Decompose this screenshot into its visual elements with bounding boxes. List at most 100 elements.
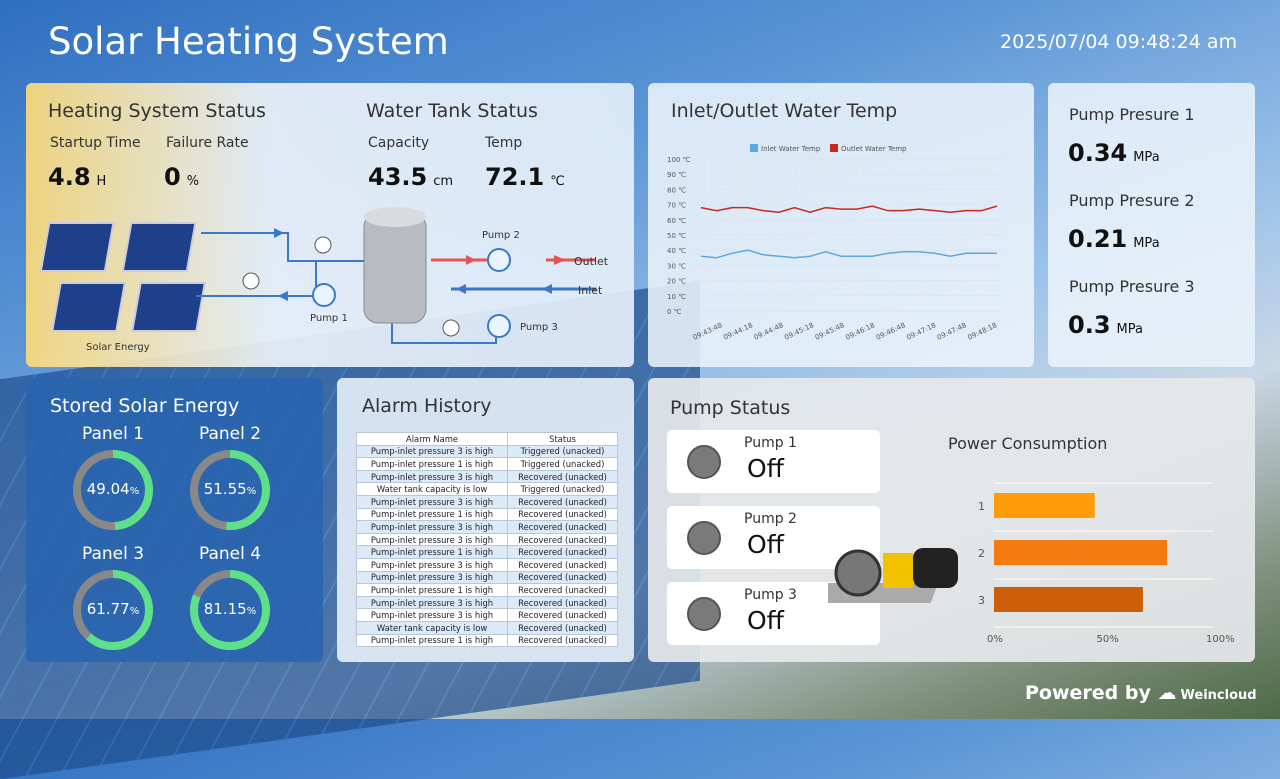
alarm-row[interactable]: Pump-inlet pressure 3 is high Recovered (… [355,595,618,610]
stored-energy-card: Stored Solar Energy Panel 1 49.04% Panel … [26,378,323,662]
svg-text:Pump 3: Pump 3 [520,322,558,333]
panel-value: 49.04% [86,480,140,498]
gauge-icon [242,236,460,337]
x-tick-label: 09:46:48 [875,321,907,342]
panel-name: Panel 3 [81,544,145,564]
failure-value: 0% [164,163,200,191]
y-tick-label: 10 ℃ [667,293,686,301]
stored-title: Stored Solar Energy [50,395,240,417]
pump-status-title: Pump Status [670,397,791,419]
alarm-row[interactable]: Pump-inlet pressure 1 is high Recovered (… [355,583,618,597]
alarm-row[interactable]: Pump-inlet pressure 3 is high Recovered (… [355,608,618,622]
svg-text:Pump 2: Pump 2 [482,230,520,241]
x-tick-label: 100% [1206,634,1235,645]
alarm-card: Alarm History Alarm Name Status Pump-inlet… [337,378,634,662]
status-indicator-icon [687,521,721,555]
temp-value: 72.1 ℃ [485,163,565,191]
status-indicator-icon [687,445,721,479]
alarm-table: Alarm Name Status Pump-inlet pressure 3 is… [355,432,618,648]
x-tick-label: 09:45:18 [783,321,815,342]
alarm-row[interactable]: Pump-inlet pressure 3 is high Recovered (… [355,570,618,585]
pump-machine-icon [828,548,958,603]
x-tick-label: 09:45:48 [814,321,846,342]
alarm-title: Alarm History [362,395,492,417]
alarm-row[interactable]: Pump-inlet pressure 1 is high Recovered (… [355,633,618,648]
legend-swatch [750,144,758,152]
panel-value: 81.15% [203,600,257,618]
panel-value: 51.55% [203,480,257,498]
panel-donut [190,450,270,530]
power-bar-chart: 1 2 3 0% 50% 100% [978,482,1235,645]
water-tank-icon [363,207,427,324]
panel-name: Panel 2 [198,424,262,444]
alarm-row[interactable]: Pump-inlet pressure 3 is high Recovered (… [355,494,618,509]
failure-label: Failure Rate [166,135,249,151]
power-title: Power Consumption [948,434,1108,453]
alarm-row[interactable]: Pump-inlet pressure 1 is high Recovered (… [355,545,618,559]
y-tick-label: 60 ℃ [667,217,686,225]
x-tick-label: 09:48:18 [966,321,998,342]
tank-title: Water Tank Status [366,100,538,122]
x-tick-label: 50% [1097,634,1119,645]
pressure-card: Pump Presure 1 0.34 MPa Pump Presure 2 0.21 M… [1048,83,1255,367]
category-label: 3 [978,594,985,607]
legend-swatch [830,144,838,152]
x-tick-label: 09:43:48 [692,321,724,342]
legend-label: Outlet Water Temp [841,145,907,153]
panel-value: 61.77% [86,600,140,618]
alarm-row[interactable]: Pump-inlet pressure 3 is high Recovered (… [355,532,618,547]
col-alarm-name: Alarm Name [355,432,509,446]
y-tick-label: 70 ℃ [667,202,686,210]
panel-name: Panel 4 [198,544,262,564]
y-tick-label: 20 ℃ [667,278,686,286]
solar-panel-icon [39,222,206,332]
chart-title: Inlet/Outlet Water Temp [671,100,898,122]
alarm-row[interactable]: Pump-inlet pressure 3 is high Recovered (… [355,557,618,572]
svg-text:Outlet: Outlet [574,255,609,268]
alarm-row[interactable]: Pump-inlet pressure 3 is high Recovered (… [355,469,618,484]
datetime: 2025/07/04 09:48:24 am [1000,31,1238,53]
svg-text:Solar Energy: Solar Energy [86,342,150,353]
temp-line-chart: 0 ℃ 10 ℃ 20 ℃ 30 ℃ 40 ℃ 50 ℃ 60 ℃ 70 ℃ 80 ℃ 90 ℃ 1… [667,144,1003,342]
capacity-value: 43.5 cm [368,163,454,191]
alarm-row[interactable]: Pump-inlet pressure 3 is high Recovered (… [355,520,618,534]
svg-text:Pump 1: Pump 1 [310,313,348,324]
temp-chart-card: Inlet/Outlet Water Temp 0 ℃ 10 ℃ 20 ℃ 30 ℃ 4… [648,83,1034,367]
legend-label: Inlet Water Temp [761,145,821,153]
bar-3 [994,587,1143,612]
x-tick-label: 0% [987,634,1003,645]
pressure-value: 0.3 MPa [1068,311,1143,339]
y-tick-label: 90 ℃ [667,171,686,179]
capacity-label: Capacity [368,135,430,151]
x-tick-label: 09:44:18 [722,321,754,342]
startup-label: Startup Time [50,135,141,151]
panel-name: Panel 1 [81,424,145,444]
cloud-logo-icon: ☁ [1157,682,1177,704]
category-label: 2 [978,547,985,560]
pump-status-item: Pump 1 Off [667,430,880,493]
panel-donut [190,570,270,650]
alarm-row[interactable]: Water tank capacity is low Triggered (una… [355,482,618,496]
x-tick-label: 09:47:48 [936,321,968,342]
alarm-row[interactable]: Pump-inlet pressure 1 is high Recovered (… [355,507,618,522]
status-indicator-icon [687,597,721,631]
alarm-row[interactable]: Pump-inlet pressure 3 is high Triggered (… [355,444,618,459]
pump-icon [312,248,511,338]
series-line-1 [700,205,998,213]
svg-text:Inlet: Inlet [578,284,603,297]
panel-donut [73,450,153,530]
alarm-row[interactable]: Water tank capacity is low Recovered (una… [355,620,618,635]
category-label: 1 [978,500,985,513]
y-tick-label: 80 ℃ [667,186,686,194]
y-tick-label: 0 ℃ [667,308,682,316]
y-tick-label: 40 ℃ [667,247,686,255]
system-diagram: Solar Energy Pump 1 Pump 2 Pump 3 Outlet… [39,207,609,353]
y-tick-label: 30 ℃ [667,262,686,270]
alarm-row[interactable]: Pump-inlet pressure 1 is high Triggered (… [355,457,618,471]
footer: Powered by ☁ Weincloud [1025,682,1257,704]
series-line-0 [700,249,997,259]
heating-title: Heating System Status [48,100,266,122]
startup-value: 4.8 H [48,163,107,191]
x-tick-label: 09:44:48 [753,321,785,342]
y-tick-label: 100 ℃ [667,156,691,164]
